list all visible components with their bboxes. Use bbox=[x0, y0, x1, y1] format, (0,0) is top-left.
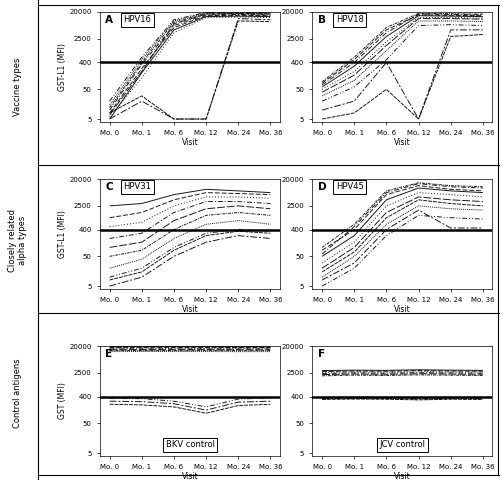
Y-axis label: GST (MFI): GST (MFI) bbox=[58, 383, 66, 420]
X-axis label: Visit: Visit bbox=[182, 138, 198, 146]
Text: F: F bbox=[318, 349, 325, 360]
X-axis label: Visit: Visit bbox=[182, 472, 198, 480]
Text: HPV45: HPV45 bbox=[336, 182, 363, 192]
Text: Control antigens: Control antigens bbox=[13, 359, 22, 429]
X-axis label: Visit: Visit bbox=[394, 472, 411, 480]
X-axis label: Visit: Visit bbox=[182, 305, 198, 313]
Text: D: D bbox=[318, 182, 326, 192]
Text: Vaccine types: Vaccine types bbox=[13, 57, 22, 116]
Text: JCV control: JCV control bbox=[380, 441, 426, 449]
Text: HPV31: HPV31 bbox=[124, 182, 152, 192]
Text: E: E bbox=[106, 349, 112, 360]
Text: C: C bbox=[106, 182, 113, 192]
Y-axis label: GST-L1 (MFI): GST-L1 (MFI) bbox=[58, 210, 66, 258]
Text: A: A bbox=[106, 15, 114, 25]
Text: HPV16: HPV16 bbox=[124, 15, 152, 24]
Y-axis label: GST-L1 (MFI): GST-L1 (MFI) bbox=[58, 43, 66, 91]
Text: Closely related
alpha types: Closely related alpha types bbox=[8, 208, 27, 272]
Text: HPV18: HPV18 bbox=[336, 15, 363, 24]
Text: BKV control: BKV control bbox=[166, 441, 214, 449]
X-axis label: Visit: Visit bbox=[394, 305, 411, 313]
X-axis label: Visit: Visit bbox=[394, 138, 411, 146]
Text: B: B bbox=[318, 15, 326, 25]
